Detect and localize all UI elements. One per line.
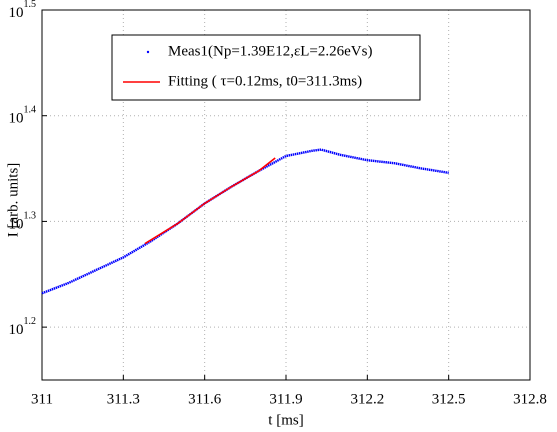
x-tick-label: 312.2 [350, 391, 384, 407]
fit-line [144, 157, 276, 245]
legend: Meas1(Np=1.39E12,εL=2.26eVs) Fitting ( τ=… [111, 34, 421, 101]
legend-label: Fitting ( τ=0.12ms, t0=311.3ms) [168, 73, 362, 89]
x-tick-label: 312.5 [432, 391, 466, 407]
y-tick-label: 101.3 [9, 211, 37, 233]
x-tick-label: 311.6 [188, 391, 222, 407]
y-tick-label: 101.2 [9, 316, 37, 338]
x-tick-label: 312.8 [513, 391, 547, 407]
x-tick-label: 311.3 [107, 391, 140, 407]
legend-label: Meas1(Np=1.39E12,εL=2.26eVs) [168, 43, 372, 59]
y-axis-label: I [arb. units] [5, 163, 21, 238]
legend-box [111, 34, 421, 101]
x-axis-label: t [ms] [268, 412, 303, 428]
y-tick-label: 101.5 [9, 0, 37, 21]
plot-frame [41, 9, 531, 381]
y-tick-label: 101.4 [9, 105, 37, 127]
x-tick-label: 311 [31, 391, 53, 407]
x-tick-label: 311.9 [269, 391, 302, 407]
legend-marker [146, 50, 150, 54]
